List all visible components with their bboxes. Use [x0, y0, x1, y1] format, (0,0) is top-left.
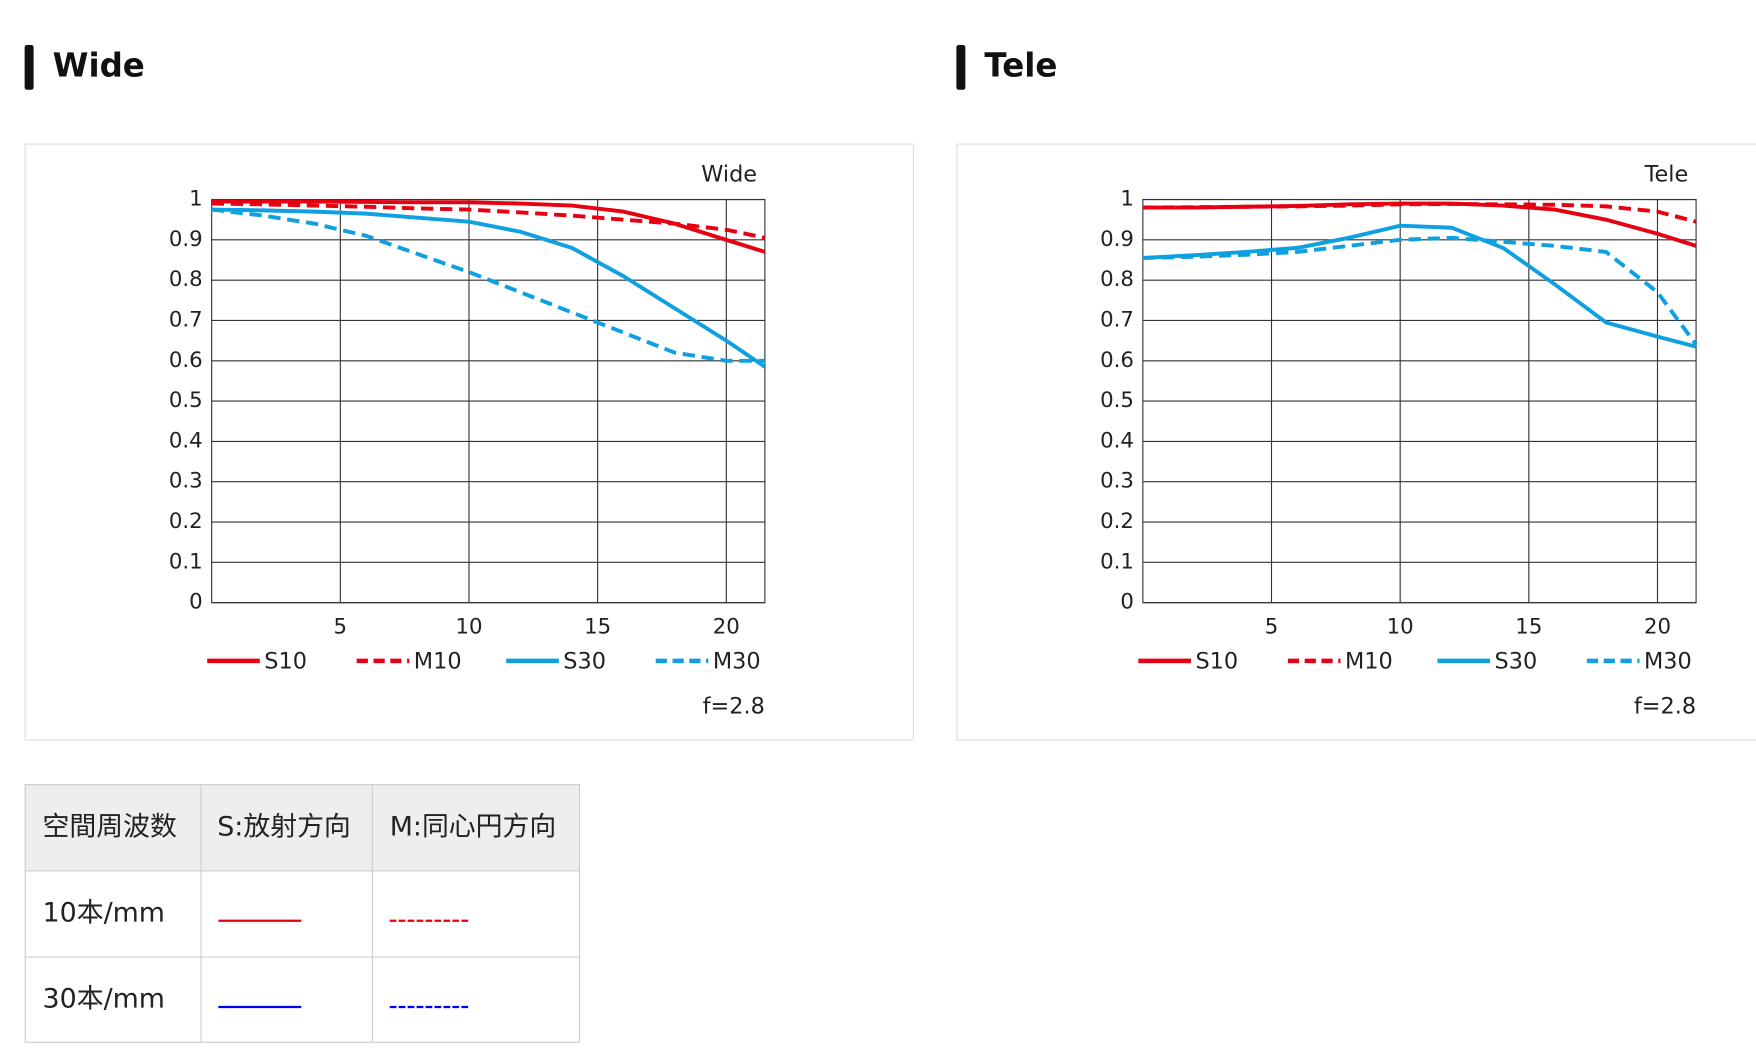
x-tick-label: 15	[1515, 614, 1542, 639]
series-line	[1142, 223, 1697, 349]
y-tick-label: 0.6	[169, 348, 203, 373]
y-tick-label: 0.3	[169, 469, 203, 494]
table-cell: 30本/mm	[43, 984, 165, 1015]
y-tick-label: 0.1	[1100, 549, 1134, 574]
y-tick-label: 0.5	[1100, 388, 1134, 413]
chart-panel	[24, 143, 914, 741]
y-tick-label: 0.3	[1100, 469, 1134, 494]
series-line	[1142, 201, 1697, 248]
y-tick-label: 0.1	[169, 549, 203, 574]
chart: 00.10.20.30.40.50.60.70.80.915 10 15 20Wide…	[169, 161, 766, 719]
y-tick-label: 0.4	[1100, 428, 1134, 453]
chart-note: f=2.8	[1634, 693, 1696, 719]
legend-label: S10	[264, 649, 307, 675]
plot-border	[1142, 198, 1697, 604]
x-tick-label: 10	[1387, 614, 1414, 639]
chart-title: Wide	[701, 161, 757, 187]
y-tick-label: 0.9	[1100, 227, 1134, 252]
legend-label: S30	[563, 649, 606, 675]
table-header-bg	[25, 784, 580, 871]
legend-label: M10	[1345, 649, 1393, 675]
series-line	[211, 207, 765, 363]
series-line	[1142, 235, 1698, 346]
legend-label: M30	[1644, 649, 1692, 675]
y-tick-label: 0	[189, 590, 203, 615]
x-tick-label: 15	[584, 614, 611, 639]
x-tick-label: 5	[1265, 614, 1279, 639]
y-tick-label: 0.7	[1100, 307, 1134, 332]
legend-label: M30	[713, 649, 761, 675]
y-tick-label: 0.9	[169, 227, 203, 252]
y-tick-label: 1	[189, 187, 203, 212]
y-tick-label: 0.6	[1100, 348, 1134, 373]
y-tick-label: 0.4	[169, 428, 203, 453]
chart-note: f=2.8	[703, 693, 765, 719]
x-tick-label: 20	[1644, 614, 1671, 639]
series-line	[211, 207, 766, 369]
y-tick-label: 0.2	[169, 509, 203, 534]
y-tick-label: 0.8	[1100, 267, 1134, 292]
y-tick-label: 0.8	[169, 267, 203, 292]
legend-label: M10	[414, 649, 462, 675]
legend-table: 空間周波数 S:放射方向 M:同心円方向 10本/mm 30本/mm	[24, 784, 581, 1043]
table-header: M:同心円方向	[390, 811, 557, 842]
series-line	[211, 199, 766, 254]
y-tick-label: 0.5	[169, 388, 203, 413]
series-line	[1142, 201, 1697, 224]
x-tick-label: 5	[334, 614, 348, 639]
y-tick-label: 1	[1120, 187, 1134, 212]
table-cell: 10本/mm	[43, 898, 165, 929]
legend-label: S10	[1195, 649, 1238, 675]
y-tick-label: 0	[1120, 590, 1134, 615]
table-border	[24, 784, 581, 1043]
heading: Tele	[984, 46, 1057, 84]
heading-bar	[956, 44, 966, 90]
table-header: 空間周波数	[43, 811, 177, 842]
y-tick-label: 0.7	[169, 307, 203, 332]
heading: Wide	[53, 46, 145, 84]
chart-panel	[956, 143, 1756, 741]
legend-label: S30	[1495, 649, 1538, 675]
x-tick-label: 10	[455, 614, 482, 639]
chart: 00.10.20.30.40.50.60.70.80.915 10 15 20Tele…	[1100, 161, 1698, 719]
y-tick-label: 0.2	[1100, 509, 1134, 534]
heading-bar	[24, 44, 34, 90]
chart-title: Tele	[1644, 161, 1689, 187]
table-header: S:放射方向	[217, 811, 351, 842]
x-tick-label: 20	[713, 614, 740, 639]
plot-border	[211, 198, 766, 604]
